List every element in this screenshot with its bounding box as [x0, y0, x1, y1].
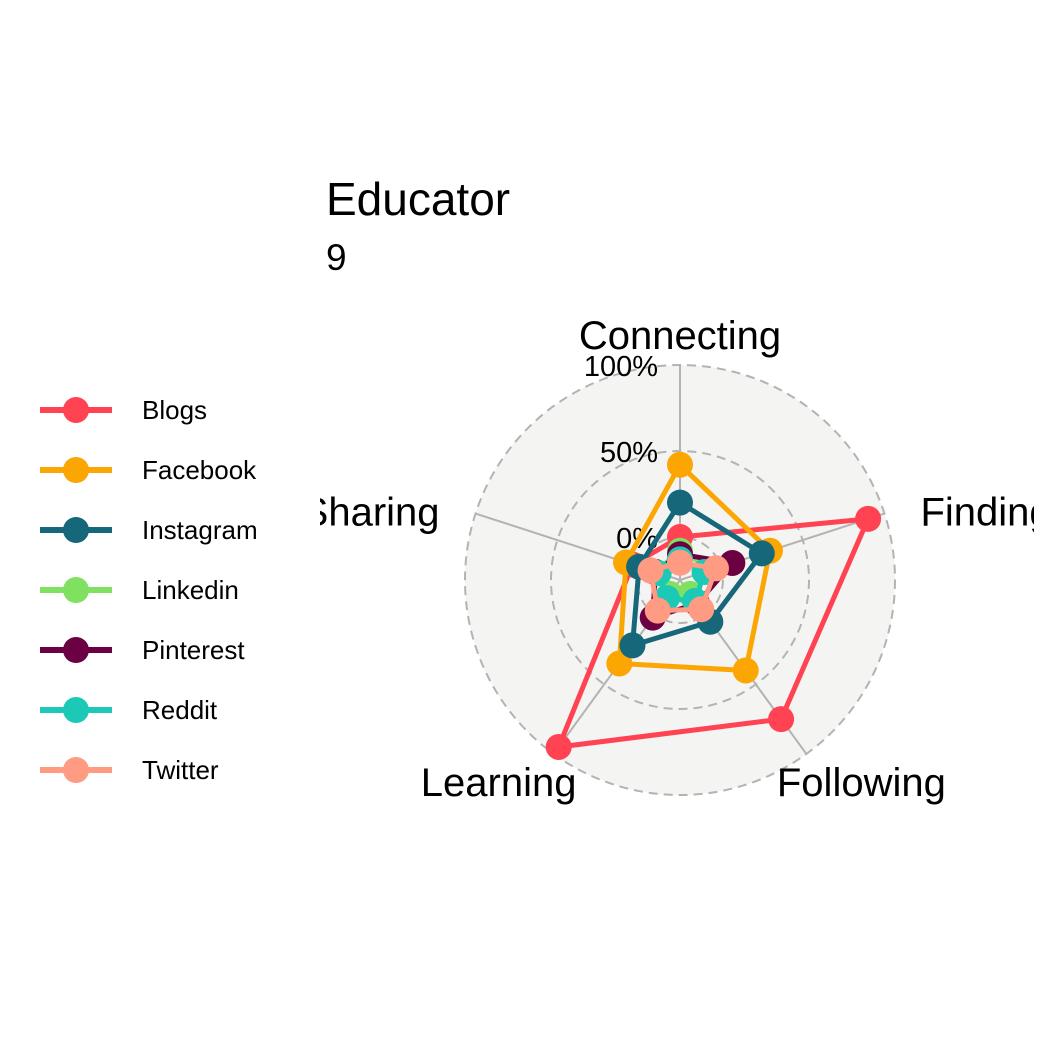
series-instagram	[619, 489, 775, 659]
data-point-blogs-following	[768, 706, 795, 733]
axis-label-sharing: Sharing	[302, 491, 440, 535]
data-point-twitter-following	[688, 596, 715, 623]
legend-item-instagram: Instagram	[40, 515, 258, 545]
chart-subtitle: 9	[326, 237, 347, 278]
legend-label: Blogs	[142, 395, 207, 425]
legend: Blogs Facebook Instagram Linkedin Pinterest R…	[40, 395, 258, 785]
data-point-twitter-sharing	[637, 557, 664, 584]
axis-label-finding: Finding	[920, 491, 1049, 535]
legend-label: Linkedin	[142, 575, 239, 605]
data-point-instagram-connecting	[667, 489, 693, 516]
data-point-instagram-learning	[619, 632, 646, 659]
legend-marker	[63, 577, 89, 603]
axis-label-following: Following	[777, 761, 946, 805]
radar-plot-area: 0%50%100%ConnectingFindingFollowingLearn…	[302, 314, 1049, 805]
data-point-facebook-learning	[606, 650, 633, 677]
axis-label-connecting: Connecting	[579, 314, 781, 358]
legend-marker	[63, 457, 89, 483]
grid-label: 50%	[600, 437, 658, 469]
chart-title: Educator	[326, 173, 510, 225]
legend-marker	[63, 517, 89, 543]
series-line-facebook	[616, 462, 773, 673]
legend-item-facebook: Facebook	[40, 455, 257, 485]
grid-label: 100%	[584, 351, 658, 383]
series-twitter	[637, 549, 729, 624]
data-point-instagram-finding	[748, 540, 775, 567]
legend-item-reddit: Reddit	[40, 695, 218, 725]
axis-label-learning: Learning	[421, 761, 577, 805]
legend-item-linkedin: Linkedin	[40, 575, 239, 605]
legend-marker	[63, 697, 89, 723]
legend-label: Facebook	[142, 455, 257, 485]
data-point-twitter-learning	[644, 597, 671, 624]
legend-label: Pinterest	[142, 635, 245, 665]
data-point-blogs-finding	[855, 505, 882, 532]
data-point-blogs-learning	[545, 733, 572, 760]
legend-label: Reddit	[142, 695, 218, 725]
data-point-twitter-connecting	[667, 549, 693, 576]
legend-item-twitter: Twitter	[40, 755, 219, 785]
data-point-facebook-connecting	[667, 451, 693, 478]
legend-label: Instagram	[142, 515, 258, 545]
legend-marker	[63, 397, 89, 423]
legend-marker	[63, 757, 89, 783]
legend-item-blogs: Blogs	[40, 395, 207, 425]
legend-marker	[63, 637, 89, 663]
data-point-facebook-following	[732, 657, 759, 684]
data-point-twitter-finding	[702, 555, 729, 582]
legend-label: Twitter	[142, 755, 219, 785]
legend-item-pinterest: Pinterest	[40, 635, 245, 665]
